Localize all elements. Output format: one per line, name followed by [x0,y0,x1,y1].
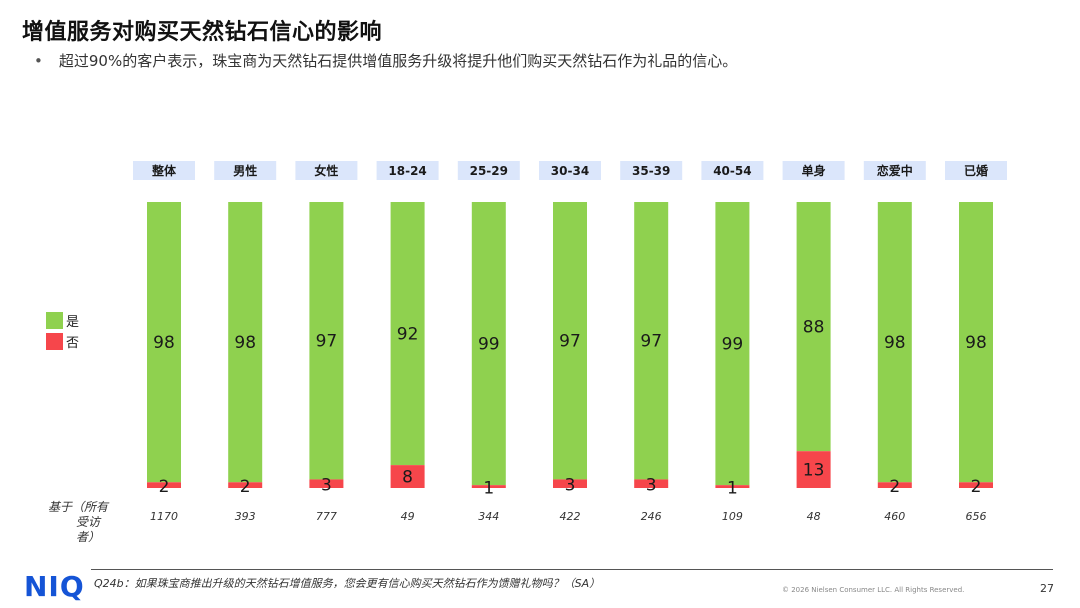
data-label-yes: 98 [965,333,987,353]
footer-divider [91,569,1053,570]
category-header-label: 35-39 [632,164,670,178]
category-header-box [376,161,439,180]
data-label-no: 1 [727,479,738,499]
category-header-label: 恋爱中 [877,163,913,178]
data-label-no: 8 [402,468,413,488]
category-header-box [701,161,764,180]
data-label-yes: 98 [153,333,175,353]
bar-yes [228,202,263,483]
base-count: 48 [807,510,821,523]
data-label-no: 1 [483,479,494,499]
base-label: 基于（所有 受访者） [48,500,118,545]
data-label-yes: 99 [478,335,500,355]
base-count: 109 [722,510,743,523]
base-count: 1170 [150,510,178,523]
legend: 是 否 [46,310,79,352]
category-header-box [214,161,277,180]
data-label-no: 13 [803,461,825,481]
bar-no [309,479,344,488]
data-label-yes: 98 [234,333,256,353]
data-label-yes: 97 [559,332,581,352]
bar-yes [634,202,669,480]
copyright-text: © 2026 Nielsen Consumer LLC. All Rights … [782,586,965,594]
bullet-icon: • [34,52,43,70]
subtitle: • 超过90%的客户表示，珠宝商为天然钻石提供增值服务升级将提升他们购买天然钻石作… [34,50,737,71]
category-header-box [945,161,1007,180]
subtitle-text: 超过90%的客户表示，珠宝商为天然钻石提供增值服务升级将提升他们购买天然钻石作为… [58,52,738,70]
data-label-no: 3 [565,476,576,496]
data-label-no: 2 [240,477,251,497]
category-header-box [782,161,845,180]
data-label-no: 2 [159,477,170,497]
question-text: Q24b：如果珠宝商推出升级的天然钻石增值服务，您会更有信心购买天然钻石作为馈赠… [94,577,601,590]
base-count: 656 [966,510,987,523]
category-header-label: 30-34 [551,164,589,178]
data-label-yes: 99 [722,335,744,355]
category-header-label: 男性 [233,163,257,178]
category-header-label: 25-29 [470,164,508,178]
category-header-label: 单身 [802,163,826,178]
bar-yes [715,202,750,486]
category-header-box [539,161,601,180]
category-header-label: 女性 [314,163,338,178]
category-header-box [863,161,926,180]
bar-no [147,482,181,488]
base-count: 460 [884,510,905,523]
bar-no [390,465,425,488]
bar-yes [877,202,912,483]
bar-yes [796,202,831,452]
data-label-yes: 97 [316,332,338,352]
data-label-yes: 88 [803,318,825,338]
bar-no [715,485,750,488]
data-label-no: 3 [646,476,657,496]
base-count: 393 [235,510,256,523]
bar-yes [471,202,506,486]
bar-yes [147,202,181,483]
category-header-label: 40-54 [713,164,751,178]
legend-label-no: 否 [66,336,80,351]
category-header-box [457,161,520,180]
data-label-no: 2 [971,477,982,497]
data-label-yes: 92 [397,325,419,345]
category-header-label: 整体 [151,163,177,178]
bar-no [959,482,993,488]
bar-yes [309,202,344,480]
category-header-box [133,161,195,180]
category-header-label: 已婚 [964,163,988,178]
base-count: 246 [641,510,662,523]
legend-swatch-no [46,333,63,350]
data-label-yes: 98 [884,333,906,353]
base-count: 777 [316,510,337,523]
bar-no [877,482,912,488]
data-label-no: 3 [321,476,332,496]
legend-label-yes: 是 [66,315,80,330]
bar-no [634,479,669,488]
legend-item-yes: 是 [46,310,79,331]
legend-swatch-yes [46,312,63,329]
data-label-no: 2 [889,477,900,497]
bar-no [796,451,831,488]
bar-no [228,482,263,488]
page-title: 增值服务对购买天然钻石信心的影响 [22,20,383,45]
bar-yes [390,202,425,466]
bar-yes [553,202,587,480]
category-header-box [295,161,358,180]
base-label-line1: 基于（所有 [48,500,109,514]
base-count: 422 [560,510,581,523]
legend-item-no: 否 [46,331,79,352]
category-header-box [620,161,683,180]
category-header-label: 18-24 [388,164,426,178]
base-count: 344 [478,510,499,523]
bar-yes [959,202,993,483]
stacked-bar-chart: 整体 98 2 1170 男性 98 2 393 女性 97 3 777 18-24 92 8 49 25-29… [133,161,1007,523]
base-count: 49 [401,510,415,523]
page-number: 27 [1040,582,1054,595]
bar-no [553,479,587,488]
base-label-line2: 受访者） [76,515,101,544]
niq-logo: NIQ [24,570,85,603]
data-label-yes: 97 [640,332,662,352]
bar-no [471,485,506,488]
